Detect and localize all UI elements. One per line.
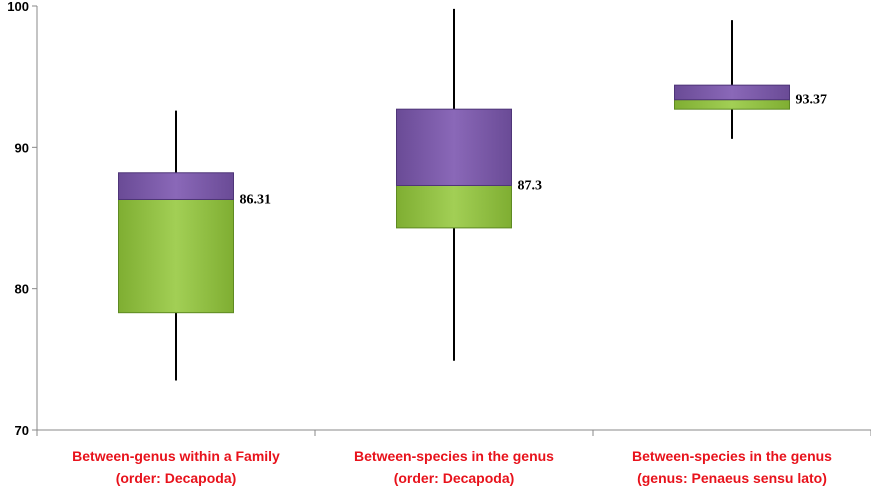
axes: 70 80 90 100 xyxy=(7,0,871,438)
y-tick-label: 90 xyxy=(15,140,29,155)
category-label-line2: (order: Decapoda) xyxy=(116,470,237,486)
box-upper xyxy=(674,84,790,101)
category-label-line1: Between-genus within a Family xyxy=(72,448,280,464)
median-label: 86.31 xyxy=(240,192,272,207)
median-label: 87.3 xyxy=(518,178,543,193)
boxes xyxy=(118,8,790,381)
category-label-line2: (order: Decapoda) xyxy=(394,470,515,486)
category-label-line1: Between-species in the genus xyxy=(354,448,554,464)
median-label: 93.37 xyxy=(796,93,828,108)
box-lower xyxy=(118,198,234,314)
y-tick-label: 80 xyxy=(15,282,29,297)
category-label-line1: Between-species in the genus xyxy=(632,448,832,464)
category-label-line2: (genus: Penaeus sensu lato) xyxy=(637,470,827,486)
box-lower xyxy=(396,184,512,229)
labels: 86.31 Between-genus within a Family (order… xyxy=(72,93,832,486)
y-tick-label: 70 xyxy=(15,423,29,438)
y-tick-label: 100 xyxy=(7,0,29,14)
box-lower xyxy=(674,99,790,110)
box-upper xyxy=(118,172,234,200)
box-upper xyxy=(396,108,512,186)
